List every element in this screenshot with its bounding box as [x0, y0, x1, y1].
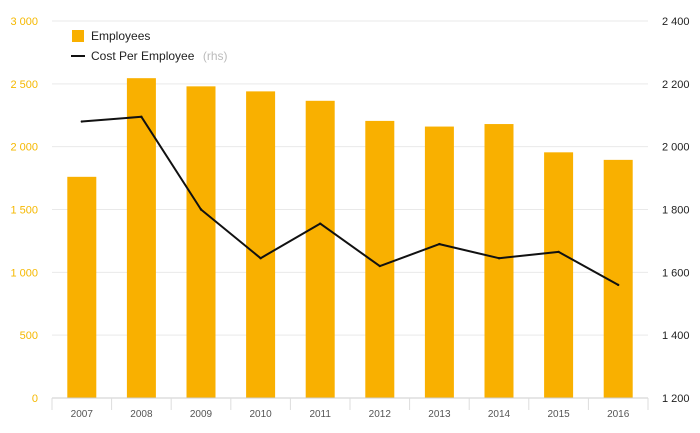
x-tick-label: 2010: [249, 409, 272, 420]
y-right-tick-label: 2 200: [662, 79, 690, 91]
x-tick-label: 2012: [369, 409, 392, 420]
y-left-tick-label: 500: [20, 330, 38, 342]
line-point: [140, 115, 143, 119]
y-left-tick-label: 2 000: [10, 142, 38, 154]
x-tick-label: 2008: [130, 409, 153, 420]
y-right-tick-label: 2 000: [662, 142, 690, 154]
x-tick-label: 2014: [488, 409, 511, 420]
left-axis: 0 500 1 000 1 500 2 000 2 500 3 000: [10, 16, 38, 405]
line-point: [497, 256, 501, 260]
line-point: [80, 120, 84, 123]
line-point: [438, 242, 441, 246]
line-point: [319, 222, 322, 225]
legend-swatch-employees: [72, 30, 84, 42]
line-point: [259, 256, 262, 260]
x-tick-label: 2013: [428, 409, 451, 420]
x-tick-label: 2007: [71, 409, 94, 420]
cost-per-employee-line: [81, 115, 619, 286]
x-axis: 2007 2008 2009 2010 2011 2012 2013 2014 2015 2016: [51, 397, 649, 420]
legend-label-cost-per-employee: Cost Per Employee (rhs): [91, 47, 228, 64]
y-left-tick-label: 1 000: [10, 267, 38, 279]
employees-bars: [67, 78, 633, 399]
y-right-tick-label: 1 200: [662, 393, 690, 405]
bar-employees: [246, 91, 276, 398]
y-left-tick-label: 1 500: [10, 205, 38, 217]
legend-label-employees: Employees: [91, 29, 150, 43]
line-point: [617, 283, 620, 287]
bar-employees: [544, 152, 574, 398]
y-left-tick-label: 0: [32, 393, 38, 405]
y-left-tick-label: 2 500: [10, 79, 38, 91]
y-right-tick-label: 1 400: [662, 330, 690, 342]
bar-employees: [126, 78, 156, 398]
x-tick-label: 2016: [607, 409, 630, 420]
x-tick-label: 2015: [547, 409, 570, 420]
legend: Employees Cost Per Employee (rhs): [71, 29, 228, 64]
line-point: [378, 264, 381, 268]
y-left-tick-label: 3 000: [10, 16, 38, 28]
right-axis: 1 200 1 400 1 600 1 800 2 000 2 200 2 400: [662, 16, 690, 405]
bar-employees: [67, 176, 97, 398]
bar-employees: [424, 126, 454, 398]
bar-employees: [484, 124, 514, 399]
y-right-tick-label: 1 800: [662, 205, 690, 217]
y-right-tick-label: 2 400: [662, 16, 690, 28]
cost-per-employee-line-layer: [80, 115, 620, 287]
x-tick-label: 2011: [309, 409, 331, 420]
bar-employees: [186, 86, 216, 398]
bar-employees: [305, 100, 335, 398]
line-point: [557, 250, 560, 254]
x-tick-label: 2009: [190, 409, 213, 420]
line-point: [199, 208, 203, 211]
y-right-tick-label: 1 600: [662, 267, 690, 279]
